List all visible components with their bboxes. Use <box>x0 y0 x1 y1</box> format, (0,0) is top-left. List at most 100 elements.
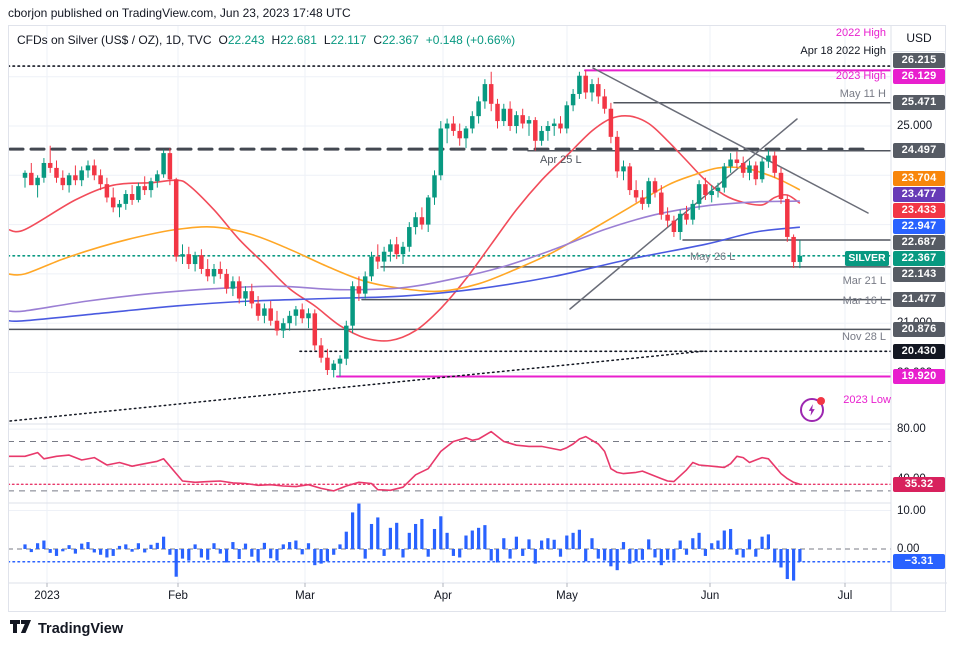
hist-bar <box>426 549 430 557</box>
candle <box>558 123 563 129</box>
candle <box>110 197 116 208</box>
hist-bar <box>407 532 411 549</box>
candle <box>205 268 210 277</box>
hist-bar <box>369 523 374 549</box>
hist-bar <box>483 525 487 549</box>
candle <box>281 323 286 331</box>
hist-bar <box>99 549 103 555</box>
hist-bar <box>23 544 27 549</box>
candle <box>425 197 431 225</box>
hist-bar <box>571 532 575 549</box>
hist-bar <box>533 549 537 564</box>
candle <box>155 174 160 182</box>
price-scale-tick: 0.00 <box>897 543 920 555</box>
hist-bar <box>470 530 474 549</box>
candle <box>451 123 456 131</box>
hist-bar <box>357 503 361 549</box>
hist-bar <box>344 531 348 549</box>
hist-bar <box>634 549 638 562</box>
hist-bar <box>86 542 90 549</box>
annotation-label: Nov 28 L <box>841 331 886 343</box>
candle <box>142 186 147 191</box>
hist-bar <box>338 544 342 549</box>
ohlc-h: H22.681 <box>271 33 317 47</box>
annotation-label: May 11 H <box>839 88 886 100</box>
candle <box>482 84 488 102</box>
hist-bar <box>432 528 437 549</box>
hist-bar <box>319 549 323 564</box>
symbol-title[interactable]: CFDs on Silver (US$ / OZ), 1D, TVC <box>17 33 212 47</box>
hist-bar <box>603 549 607 561</box>
candle <box>60 177 66 186</box>
candle <box>85 165 91 171</box>
candle <box>350 286 355 326</box>
hist-bar <box>351 512 355 549</box>
candle <box>740 162 746 173</box>
price-badge-331: −3.31 <box>893 554 945 570</box>
time-axis-label: Jun <box>700 590 720 602</box>
hist-bar <box>754 549 758 557</box>
hist-bar <box>149 544 153 549</box>
byline: cborjon published on TradingView.com, Ju… <box>8 6 351 20</box>
candle <box>22 172 28 178</box>
symbol-tag: SILVER <box>845 250 889 266</box>
hist-bar <box>29 549 33 553</box>
hist-bar <box>325 549 329 562</box>
candle <box>766 155 771 162</box>
hist-bar <box>48 549 52 553</box>
hist-bar <box>729 528 733 549</box>
trendline <box>569 118 798 310</box>
candle <box>470 116 475 129</box>
hist-bar <box>256 549 260 562</box>
candle <box>539 130 544 141</box>
candle <box>671 220 677 232</box>
candle <box>161 153 166 175</box>
price-badge-22367: 22.367 <box>893 250 945 266</box>
hist-bar <box>798 549 802 562</box>
candle <box>488 84 494 104</box>
price-badge-21477: 21.477 <box>893 292 945 308</box>
candle <box>690 203 696 220</box>
candle <box>356 286 362 294</box>
hist-bar <box>306 543 311 549</box>
time-axis[interactable]: 2023 Feb Mar Apr May Jun Jul <box>8 583 947 612</box>
hist-bar <box>684 549 689 555</box>
candle <box>249 291 255 304</box>
currency-label: USD <box>892 26 946 52</box>
candle <box>312 313 318 346</box>
candle <box>520 115 525 124</box>
candle <box>274 320 280 331</box>
candle <box>614 136 620 172</box>
ma-blue <box>8 226 800 323</box>
hist-bar <box>628 549 632 564</box>
hist-bar <box>590 538 594 549</box>
candle <box>318 345 324 358</box>
hist-bar <box>262 542 266 549</box>
candle <box>715 187 721 192</box>
hist-bar <box>779 549 783 568</box>
tradingview-logo-icon[interactable] <box>10 620 31 638</box>
candle <box>677 213 683 232</box>
hist-bar <box>206 549 210 560</box>
hist-bar <box>647 539 651 549</box>
candle <box>299 309 305 319</box>
candle <box>709 191 714 196</box>
flash-icon[interactable] <box>800 397 825 422</box>
hist-bar <box>527 539 531 549</box>
hist-bar <box>546 538 550 549</box>
hist-bar <box>477 527 481 549</box>
price-badge-3532: 35.32 <box>893 476 945 492</box>
annotation-label: Mar 16 L <box>842 295 886 307</box>
hist-bar <box>92 549 96 553</box>
hist-bar <box>73 549 77 554</box>
hist-bar <box>199 549 203 558</box>
hist-bar <box>414 523 418 549</box>
time-axis-label: Mar <box>295 590 315 602</box>
candle <box>41 162 47 178</box>
tradingview-brand[interactable]: TradingView <box>38 621 124 637</box>
candle <box>457 130 462 139</box>
hist-bar <box>445 532 449 549</box>
candle <box>117 203 122 208</box>
